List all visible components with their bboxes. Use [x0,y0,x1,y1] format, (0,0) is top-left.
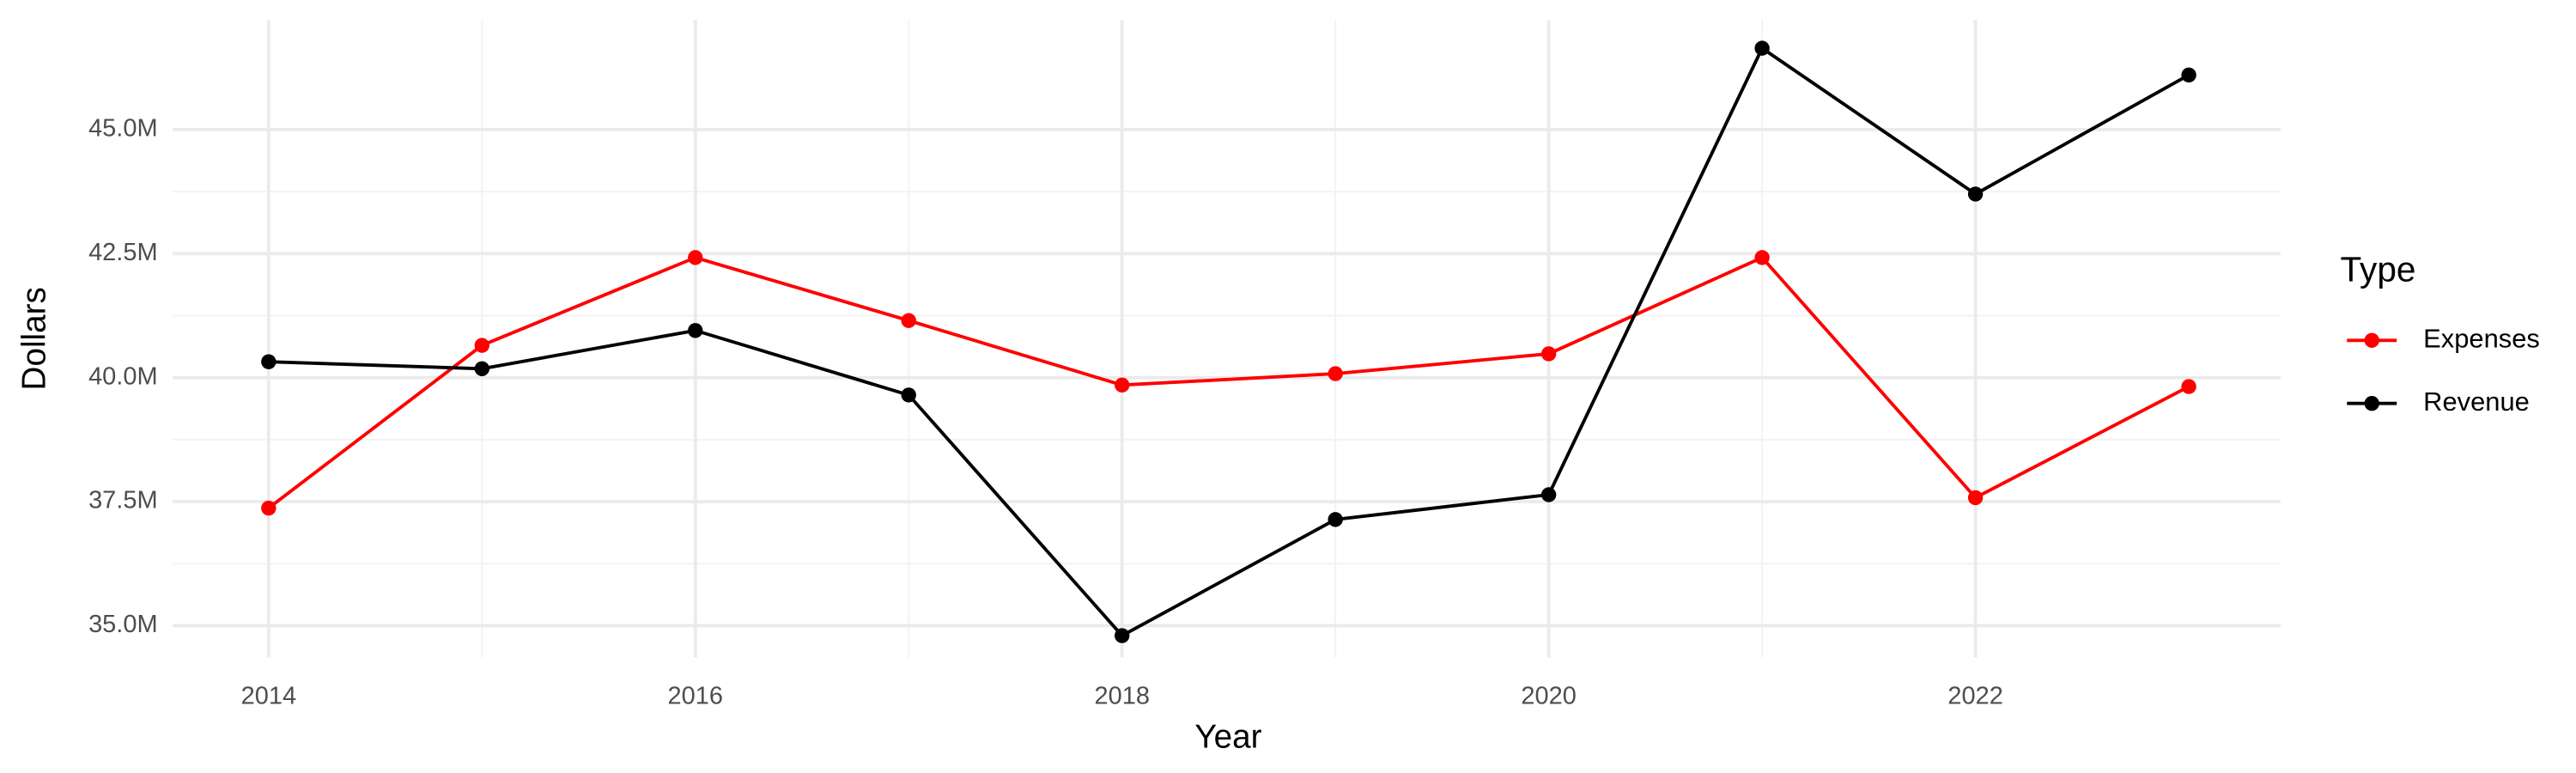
data-point [474,338,490,353]
legend-marker [2364,332,2379,348]
data-point [261,500,276,516]
data-point [1754,250,1770,265]
data-point [1327,366,1343,381]
data-point [1540,487,1557,502]
legend-label: Revenue [2423,386,2530,417]
series-line [268,46,2190,638]
data-point [1115,628,1130,643]
data-point [1115,377,1130,393]
y-tick-label: 37.5M [88,487,158,514]
data-point [901,387,916,403]
y-tick-label: 45.0M [88,115,158,143]
data-point [901,313,916,328]
y-tick-label: 35.0M [88,611,158,638]
series-line [267,255,2190,510]
legend-label: Expenses [2423,323,2540,353]
data-point [261,354,276,369]
y-axis-title: Dollars [16,287,53,390]
data-point [688,250,703,265]
data-point [2181,379,2196,394]
y-tick-label: 42.5M [88,239,158,266]
data-point [1327,512,1343,527]
x-tick-label: 2016 [668,683,723,710]
legend-title: Type [2341,250,2416,289]
x-axis-title: Year [1194,718,1261,755]
data-point [474,361,490,376]
data-point [1967,490,1984,506]
x-tick-label: 2014 [241,683,296,710]
x-tick-label: 2018 [1094,683,1149,710]
data-point [1967,186,1984,202]
data-point [688,323,703,338]
data-point [1754,40,1770,56]
legend-marker [2364,396,2379,411]
y-tick-label: 40.0M [88,362,158,390]
x-tick-label: 2022 [1947,683,2002,710]
x-tick-label: 2020 [1521,683,1576,710]
data-point [2181,67,2196,83]
data-point [1540,346,1557,362]
